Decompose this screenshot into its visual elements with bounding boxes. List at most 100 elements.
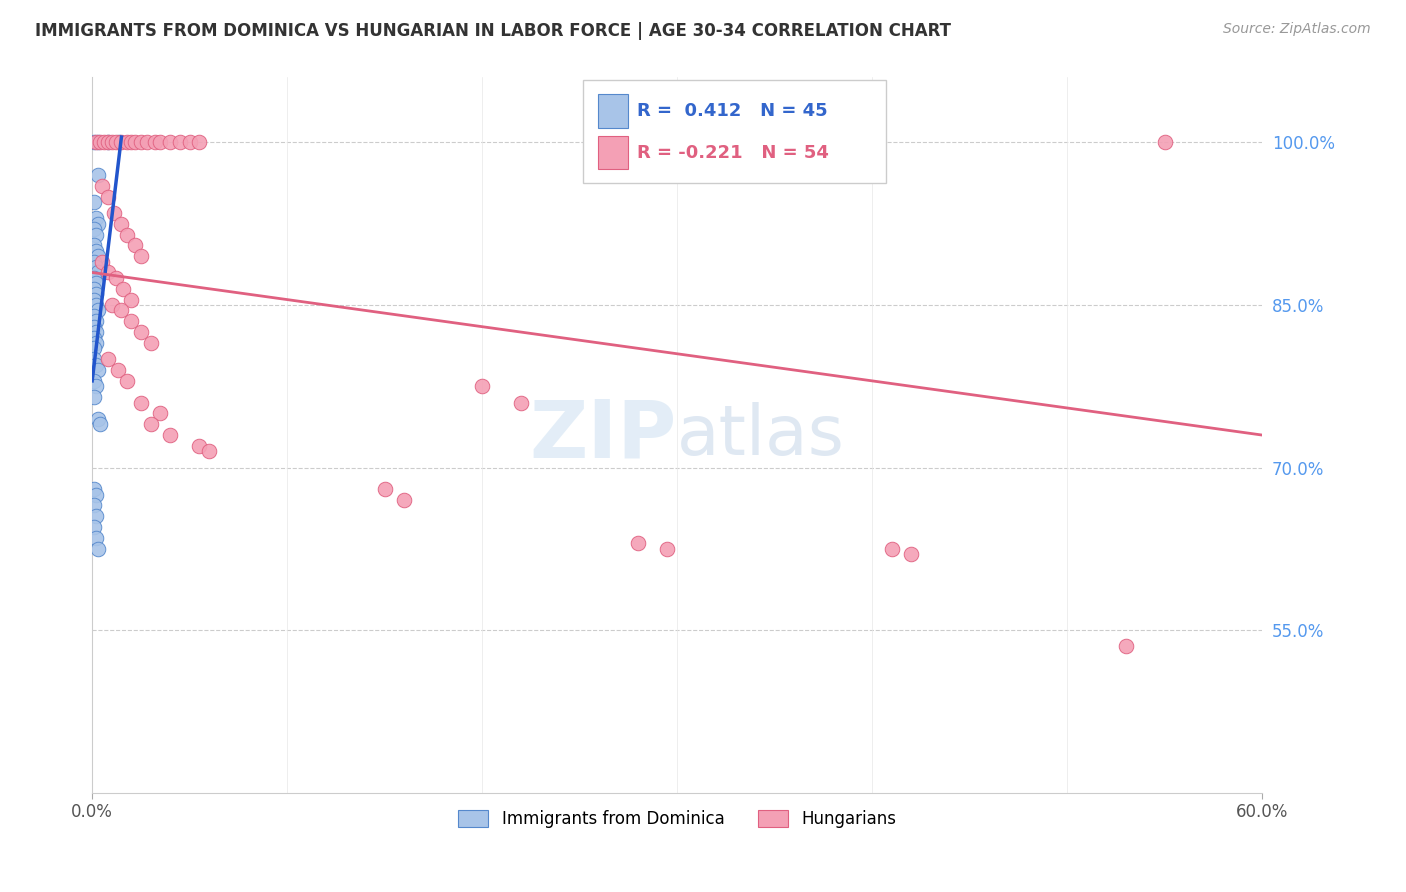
Point <box>129 249 152 263</box>
Point <box>117 374 139 388</box>
Point <box>83 482 105 496</box>
Point <box>87 265 110 279</box>
Point <box>110 217 132 231</box>
Point <box>110 136 132 150</box>
Point <box>159 136 181 150</box>
Point <box>900 547 922 561</box>
Point <box>83 499 105 513</box>
Point <box>90 178 112 193</box>
Point <box>1153 136 1175 150</box>
Point <box>471 379 494 393</box>
Point <box>83 330 105 344</box>
Point <box>139 335 162 350</box>
Point <box>83 342 105 356</box>
Point <box>84 227 107 242</box>
Point <box>83 374 105 388</box>
Point <box>159 428 181 442</box>
Point <box>117 227 139 242</box>
Point <box>117 136 139 150</box>
Point <box>84 379 107 393</box>
Point <box>100 136 122 150</box>
Text: atlas: atlas <box>678 401 845 468</box>
Point <box>188 439 211 453</box>
Point <box>135 136 157 150</box>
Point <box>83 282 105 296</box>
Point <box>84 211 107 226</box>
Point <box>97 136 120 150</box>
Point <box>83 254 105 268</box>
Text: Source: ZipAtlas.com: Source: ZipAtlas.com <box>1223 22 1371 37</box>
Point <box>83 352 105 367</box>
Point <box>188 136 211 150</box>
Text: IMMIGRANTS FROM DOMINICA VS HUNGARIAN IN LABOR FORCE | AGE 30-34 CORRELATION CHA: IMMIGRANTS FROM DOMINICA VS HUNGARIAN IN… <box>35 22 950 40</box>
Point <box>84 314 107 328</box>
Point <box>84 136 107 150</box>
Point <box>103 206 125 220</box>
Point <box>84 488 107 502</box>
Point <box>83 271 105 285</box>
Point <box>84 509 107 524</box>
Point <box>149 136 172 150</box>
Point <box>84 277 107 291</box>
Point <box>83 309 105 323</box>
Point <box>84 325 107 339</box>
Point <box>120 314 142 328</box>
Point <box>627 536 650 550</box>
Point <box>84 287 107 301</box>
Point <box>83 238 105 252</box>
Point <box>124 238 146 252</box>
Point <box>89 136 111 150</box>
Point <box>83 195 105 210</box>
Point <box>149 406 172 420</box>
Point <box>108 136 131 150</box>
Point <box>657 541 679 556</box>
Point <box>97 136 120 150</box>
Point <box>104 136 127 150</box>
Point <box>87 168 110 182</box>
Point <box>374 482 396 496</box>
Point <box>112 282 135 296</box>
Text: ZIP: ZIP <box>530 396 678 474</box>
Point <box>83 520 105 534</box>
Point <box>129 395 152 409</box>
Point <box>84 298 107 312</box>
Point <box>87 541 110 556</box>
Point <box>84 531 107 545</box>
Point <box>179 136 201 150</box>
Point <box>100 298 122 312</box>
Point <box>129 325 152 339</box>
Point <box>392 493 415 508</box>
Point <box>129 136 152 150</box>
Point <box>84 244 107 258</box>
Text: R = -0.221   N = 54: R = -0.221 N = 54 <box>637 145 828 162</box>
Point <box>87 303 110 318</box>
Point <box>84 358 107 372</box>
Point <box>97 265 120 279</box>
Point <box>97 352 120 367</box>
Point <box>510 395 533 409</box>
Point <box>83 319 105 334</box>
Point <box>87 136 110 150</box>
Point <box>169 136 191 150</box>
Point <box>143 136 166 150</box>
Point <box>87 217 110 231</box>
Point <box>880 541 903 556</box>
Point <box>120 293 142 307</box>
Point <box>1115 640 1137 654</box>
Point <box>89 417 111 432</box>
Point <box>84 260 107 274</box>
Point <box>93 136 115 150</box>
Point <box>83 293 105 307</box>
Point <box>110 303 132 318</box>
Point <box>104 271 127 285</box>
Point <box>83 390 105 404</box>
Point <box>107 363 129 377</box>
Point <box>198 444 221 458</box>
Point <box>84 335 107 350</box>
Point <box>97 189 120 203</box>
Point <box>83 222 105 236</box>
Point <box>83 136 105 150</box>
Point <box>87 249 110 263</box>
Point <box>124 136 146 150</box>
Point <box>90 254 112 268</box>
